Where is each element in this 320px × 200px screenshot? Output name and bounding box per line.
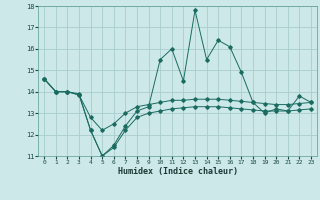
X-axis label: Humidex (Indice chaleur): Humidex (Indice chaleur) (118, 167, 238, 176)
